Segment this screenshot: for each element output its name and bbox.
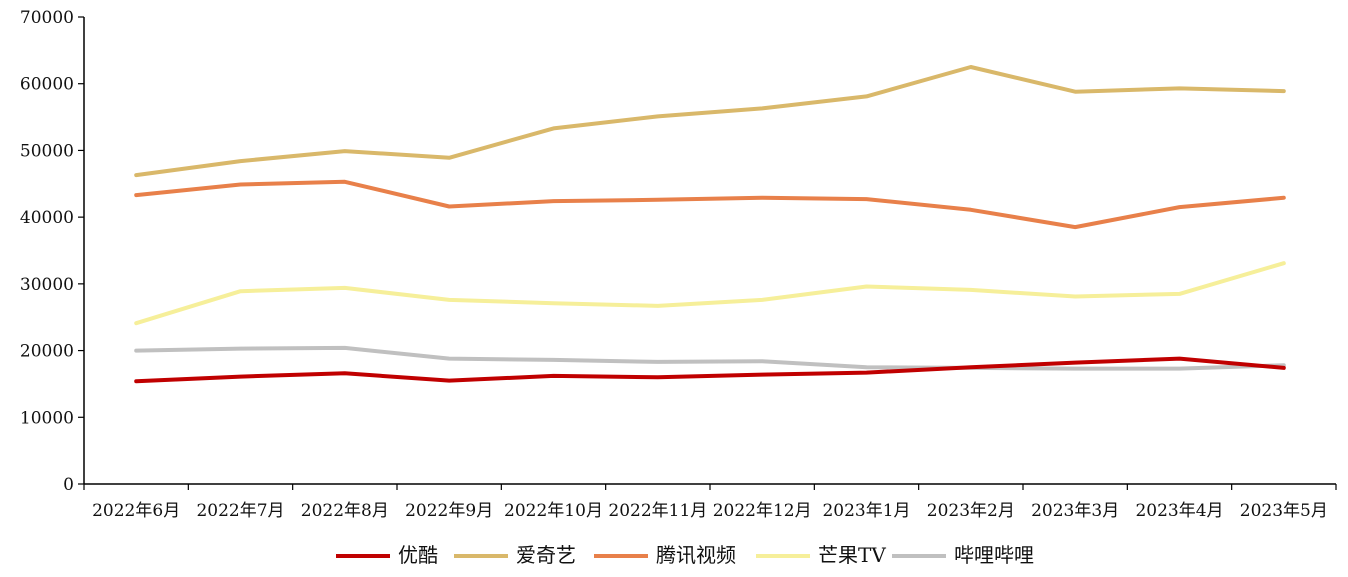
y-tick-label: 40000 — [20, 208, 74, 228]
y-tick-label: 10000 — [20, 408, 74, 428]
legend-label: 哔哩哔哩 — [954, 543, 1034, 567]
legend-label: 优酷 — [398, 543, 438, 567]
x-tick-label: 2022年11月 — [608, 501, 707, 521]
series-line-2 — [134, 179, 1286, 230]
y-tick-label: 0 — [63, 475, 74, 495]
x-tick-label: 2022年9月 — [405, 501, 493, 521]
x-tick-label: 2022年10月 — [504, 501, 603, 521]
series-line-4 — [134, 345, 1286, 371]
legend-label: 腾讯视频 — [656, 543, 736, 567]
x-tick-label: 2023年1月 — [822, 501, 910, 521]
y-tick-label: 70000 — [20, 8, 74, 28]
x-tick-label: 2022年8月 — [301, 501, 389, 521]
series-line-3 — [134, 261, 1286, 326]
series-line-1 — [134, 65, 1286, 178]
chart-legend: 优酷 爱奇艺 腾讯视频 芒果TV 哔哩哔哩 — [336, 543, 1034, 567]
y-tick-label: 50000 — [20, 141, 74, 161]
x-tick-label: 2023年2月 — [927, 501, 1015, 521]
series-line-0 — [134, 356, 1286, 384]
y-tick-label: 30000 — [20, 275, 74, 295]
x-tick-label: 2023年5月 — [1240, 501, 1328, 521]
x-tick-label: 2023年3月 — [1031, 501, 1119, 521]
x-tick-label: 2023年4月 — [1135, 501, 1223, 521]
x-tick-label: 2022年6月 — [92, 501, 180, 521]
legend-label: 爱奇艺 — [516, 543, 576, 567]
x-tick-label: 2022年12月 — [713, 501, 812, 521]
y-tick-label: 60000 — [20, 75, 74, 95]
y-tick-label: 20000 — [20, 342, 74, 362]
x-tick-label: 2022年7月 — [196, 501, 284, 521]
chart-series-group — [134, 65, 1286, 384]
legend-label: 芒果TV — [818, 543, 886, 567]
chart-axes: 0 10000 20000 30000 40000 50000 60000 70000 2022… — [20, 8, 1337, 521]
